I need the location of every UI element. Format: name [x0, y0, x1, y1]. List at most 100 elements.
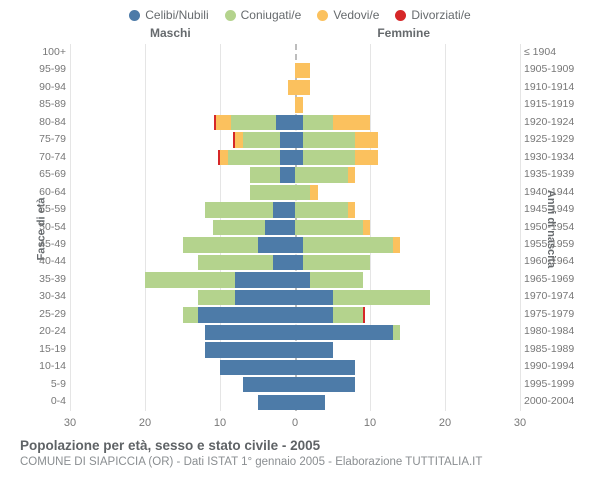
bar-segment-cel [295, 272, 310, 287]
bar-segment-cel [205, 325, 295, 340]
birth-year-label: 1980-1984 [524, 325, 580, 337]
male-bar [70, 220, 295, 235]
female-bar [295, 202, 520, 217]
bar-segment-cel [243, 377, 296, 392]
birth-year-label: 1970-1974 [524, 290, 580, 302]
age-band-row [70, 80, 520, 95]
bar-segment-con [250, 185, 295, 200]
bar-segment-cel [198, 307, 296, 322]
bar-segment-cel [258, 237, 296, 252]
bar-segment-cel [280, 150, 295, 165]
bar-segment-ved [355, 132, 378, 147]
legend-swatch [225, 10, 236, 21]
female-bar [295, 325, 520, 340]
female-bar [295, 290, 520, 305]
bar-segment-ved [355, 150, 378, 165]
birth-year-label: 1955-1959 [524, 238, 580, 250]
bar-segment-cel [295, 115, 303, 130]
age-band-row [70, 342, 520, 357]
legend-item: Coniugati/e [225, 8, 302, 22]
bar-segment-con [198, 290, 236, 305]
age-label: 90-94 [22, 81, 66, 93]
age-band-row [70, 395, 520, 410]
age-label: 0-4 [22, 395, 66, 407]
age-label: 5-9 [22, 378, 66, 390]
age-label: 85-89 [22, 98, 66, 110]
x-tick: 20 [439, 417, 451, 429]
bar-segment-ved [310, 185, 318, 200]
bar-segment-ved [348, 202, 356, 217]
legend-label: Divorziati/e [411, 8, 470, 22]
bar-segment-ved [393, 237, 401, 252]
age-label: 95-99 [22, 63, 66, 75]
birth-year-label: 1920-1924 [524, 116, 580, 128]
x-tick: 10 [364, 417, 376, 429]
birth-year-label: 1945-1949 [524, 203, 580, 215]
bar-segment-con [183, 307, 198, 322]
age-band-row [70, 63, 520, 78]
age-band-row [70, 115, 520, 130]
age-band-row [70, 307, 520, 322]
female-bar [295, 167, 520, 182]
bar-segment-cel [295, 360, 355, 375]
age-label: 20-24 [22, 325, 66, 337]
age-band-row [70, 150, 520, 165]
age-band-row [70, 45, 520, 60]
male-bar [70, 290, 295, 305]
column-header-male: Maschi [150, 26, 191, 40]
age-label: 80-84 [22, 116, 66, 128]
bar-segment-ved [363, 220, 371, 235]
bar-segment-cel [295, 395, 325, 410]
legend-label: Vedovi/e [333, 8, 379, 22]
bar-segment-con [198, 255, 273, 270]
legend-label: Coniugati/e [241, 8, 302, 22]
birth-year-label: 1930-1934 [524, 151, 580, 163]
male-bar [70, 97, 295, 112]
female-bar [295, 237, 520, 252]
x-tick: 10 [214, 417, 226, 429]
age-label: 70-74 [22, 151, 66, 163]
chart-footer: Popolazione per età, sesso e stato civil… [0, 431, 600, 471]
age-label: 65-69 [22, 168, 66, 180]
bar-segment-con [250, 167, 280, 182]
age-band-row [70, 185, 520, 200]
age-label: 45-49 [22, 238, 66, 250]
male-bar [70, 202, 295, 217]
male-bar [70, 377, 295, 392]
bar-segment-con [295, 167, 348, 182]
x-tick: 30 [64, 417, 76, 429]
legend-item: Celibi/Nubili [129, 8, 208, 22]
bar-segment-cel [295, 237, 303, 252]
bar-segment-con [205, 202, 273, 217]
bar-segment-ved [333, 115, 371, 130]
x-tick: 0 [292, 417, 298, 429]
bar-segment-ved [220, 150, 228, 165]
bar-segment-cel [295, 377, 355, 392]
legend-item: Divorziati/e [395, 8, 470, 22]
age-band-row [70, 360, 520, 375]
birth-year-label: 1905-1909 [524, 63, 580, 75]
age-label: 40-44 [22, 255, 66, 267]
legend: Celibi/Nubili Coniugati/e Vedovi/e Divorzia… [0, 0, 600, 26]
age-band-row [70, 272, 520, 287]
age-label: 35-39 [22, 273, 66, 285]
female-bar [295, 377, 520, 392]
male-bar [70, 325, 295, 340]
age-band-row [70, 220, 520, 235]
female-bar [295, 115, 520, 130]
female-bar [295, 395, 520, 410]
age-label: 75-79 [22, 133, 66, 145]
age-band-row [70, 202, 520, 217]
grid-line [520, 44, 521, 411]
age-band-row [70, 132, 520, 147]
female-bar [295, 97, 520, 112]
male-bar [70, 272, 295, 287]
birth-year-label: 1915-1919 [524, 98, 580, 110]
bar-segment-div [363, 307, 365, 322]
x-tick: 30 [514, 417, 526, 429]
birth-year-label: 1985-1989 [524, 343, 580, 355]
male-bar [70, 185, 295, 200]
male-bar [70, 255, 295, 270]
male-bar [70, 307, 295, 322]
female-bar [295, 132, 520, 147]
